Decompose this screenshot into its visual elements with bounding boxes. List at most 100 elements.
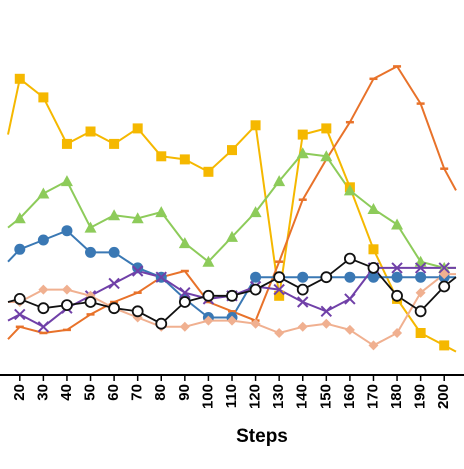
point-s7-x30	[37, 302, 50, 315]
point-s6-x160	[344, 324, 355, 335]
point-s7-x120	[249, 283, 262, 296]
point-s7-x130	[273, 271, 286, 284]
point-s4-x180	[391, 271, 403, 283]
point-s5-x80	[155, 271, 167, 283]
point-s6-x90	[179, 321, 190, 332]
point-s7-x60	[108, 302, 121, 315]
point-s1-x110	[227, 145, 237, 156]
point-s6-x180	[392, 328, 403, 338]
point-s6-x190	[415, 287, 426, 298]
x-tick-label-200: 200	[435, 384, 452, 409]
point-s7-x90	[178, 296, 191, 308]
point-s6-x120	[250, 318, 261, 329]
point-s3-x120	[249, 206, 262, 218]
x-axis-ticks: 20 30 40 50 60 70 80 90 100 110 120 130 140 150 160 170…	[11, 375, 452, 409]
point-s1-x40	[61, 138, 72, 149]
point-s3-x180	[391, 218, 404, 230]
point-s5-x90	[179, 286, 191, 299]
point-s1-x70	[132, 123, 143, 134]
point-s7-x80	[155, 317, 168, 330]
point-s5-x20	[14, 308, 26, 321]
point-s6-x130	[274, 328, 285, 338]
point-s1-x90	[179, 154, 190, 165]
point-s4-x50	[85, 246, 97, 258]
point-s3-x70	[131, 212, 144, 224]
x-tick-label-170: 170	[364, 384, 381, 409]
x-axis-title: Steps	[236, 426, 288, 447]
point-s5-x60	[108, 277, 120, 290]
point-s1-x190	[415, 328, 426, 338]
point-s3-x20	[13, 212, 26, 224]
point-s6-x30	[38, 284, 49, 295]
point-s7-x50	[84, 296, 97, 308]
point-s1-x150	[321, 123, 332, 134]
x-tick-label-30: 30	[34, 384, 51, 401]
point-s3-x50	[84, 221, 97, 233]
point-s7-x170	[367, 261, 380, 274]
point-s5-x140	[297, 296, 309, 308]
point-s1-x80	[156, 151, 167, 162]
point-s7-x190	[414, 305, 427, 318]
point-s1-x30	[38, 92, 49, 103]
point-s5-x150	[320, 305, 333, 318]
point-s1-x200	[439, 340, 450, 351]
point-s3-x40	[60, 175, 73, 187]
point-s3-x140	[296, 147, 309, 159]
point-s7-x140	[296, 283, 309, 296]
point-s6-x150	[321, 318, 332, 329]
point-s6-x200	[439, 269, 450, 280]
x-tick-label-180: 180	[388, 384, 405, 409]
x-tick-label-150: 150	[317, 384, 334, 409]
x-tick-label-140: 140	[294, 384, 311, 409]
point-s1-x60	[109, 138, 120, 149]
x-tick-label-100: 100	[199, 384, 216, 409]
point-s5-x160	[344, 293, 356, 305]
point-s1-x120	[250, 120, 261, 131]
point-s4-x60	[108, 246, 120, 258]
point-s4-x70	[132, 262, 144, 274]
series-line-3	[7, 152, 456, 269]
point-s6-x40	[61, 284, 72, 295]
point-s4-x190	[415, 271, 427, 283]
point-s5-x70	[131, 265, 144, 277]
point-s7-x160	[343, 252, 356, 265]
x-tick-label-60: 60	[105, 384, 122, 401]
point-s5-x180	[391, 262, 403, 274]
point-s3-x150	[320, 150, 333, 162]
x-tick-label-130: 130	[270, 384, 287, 409]
point-s5-x190	[414, 262, 427, 274]
x-tick-label-20: 20	[11, 384, 28, 401]
point-s7-x20	[13, 292, 26, 305]
point-s7-x200	[438, 280, 451, 293]
point-s4-x40	[61, 225, 73, 237]
point-s7-x40	[61, 299, 73, 312]
point-s1-x50	[85, 126, 96, 137]
point-s3-x130	[273, 175, 286, 187]
point-s6-x140	[297, 321, 308, 332]
series-markers	[13, 65, 451, 351]
x-tick-label-80: 80	[152, 384, 169, 401]
point-s7-x100	[202, 289, 215, 302]
point-s4-x160	[344, 271, 356, 283]
point-s1-x130	[274, 290, 285, 301]
point-s1-x100	[203, 166, 214, 177]
point-s1-x20	[14, 73, 25, 84]
point-s7-x180	[391, 289, 403, 302]
point-s5-x200	[438, 262, 450, 274]
point-s3-x30	[37, 187, 50, 199]
point-s4-x120	[250, 271, 262, 283]
point-s3-x80	[155, 206, 168, 218]
point-s4-x20	[14, 243, 26, 255]
point-s4-x30	[37, 234, 49, 246]
x-tick-label-70: 70	[129, 384, 146, 401]
point-s3-x60	[108, 209, 121, 221]
point-s7-x110	[226, 289, 238, 302]
point-s5-x30	[37, 321, 50, 333]
point-s5-x130	[273, 283, 285, 296]
x-tick-label-50: 50	[81, 384, 98, 401]
x-tick-label-90: 90	[176, 384, 193, 401]
x-tick-label-40: 40	[58, 384, 75, 401]
x-tick-label-120: 120	[247, 384, 264, 409]
